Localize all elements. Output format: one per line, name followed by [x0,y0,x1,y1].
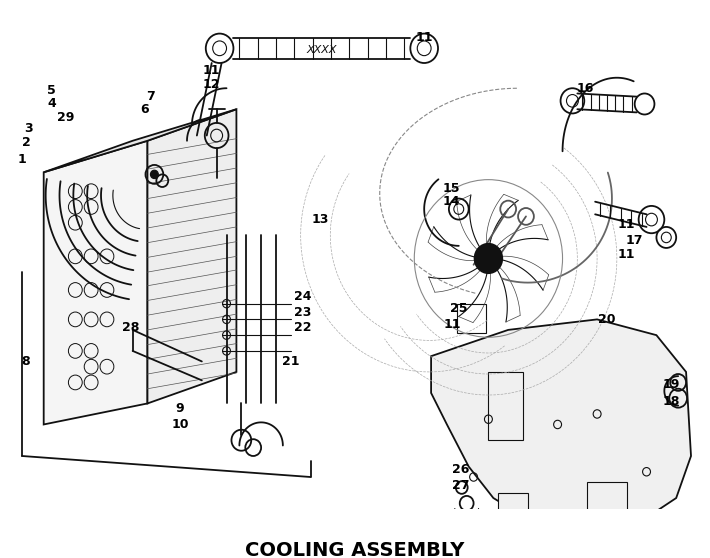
Polygon shape [498,493,528,530]
Text: 21: 21 [282,355,300,368]
Text: 5: 5 [48,84,56,97]
Polygon shape [431,319,691,530]
Text: 11: 11 [618,248,635,261]
Text: 11: 11 [415,31,433,44]
Text: 6: 6 [140,103,149,116]
Text: 26: 26 [452,463,469,476]
Circle shape [474,244,502,273]
Bar [457,304,486,333]
Text: 11: 11 [203,64,220,77]
Text: 7: 7 [146,90,155,103]
Polygon shape [44,141,148,425]
Text: 10: 10 [171,418,189,431]
Text: 28: 28 [122,321,139,334]
Text: 13: 13 [312,213,329,226]
Text: 20: 20 [599,313,616,326]
Text: COOLING ASSEMBLY: COOLING ASSEMBLY [246,541,464,558]
Polygon shape [148,109,236,403]
Text: 1: 1 [18,153,26,166]
Text: 9: 9 [176,402,185,415]
Bar [488,372,523,440]
Text: 3: 3 [25,122,33,134]
Text: 18: 18 [662,395,680,408]
Text: 8: 8 [21,355,31,368]
Polygon shape [587,482,627,530]
Text: 16: 16 [577,81,594,95]
Text: 22: 22 [294,321,312,334]
Text: 2: 2 [21,136,31,150]
Text: 24: 24 [294,290,312,303]
Text: 15: 15 [442,181,459,195]
Text: XXXX: XXXX [306,45,337,55]
Text: 19: 19 [662,378,680,391]
Text: 11: 11 [618,218,635,232]
Text: 12: 12 [203,78,220,90]
Text: 27: 27 [452,479,469,492]
Text: 11: 11 [443,318,461,331]
Text: 23: 23 [294,306,311,319]
Text: 17: 17 [626,234,643,247]
Polygon shape [44,109,236,172]
Text: 4: 4 [48,98,56,110]
Text: 29: 29 [57,111,74,124]
Text: 14: 14 [442,195,459,208]
Circle shape [151,170,158,179]
Text: 25: 25 [450,302,467,315]
